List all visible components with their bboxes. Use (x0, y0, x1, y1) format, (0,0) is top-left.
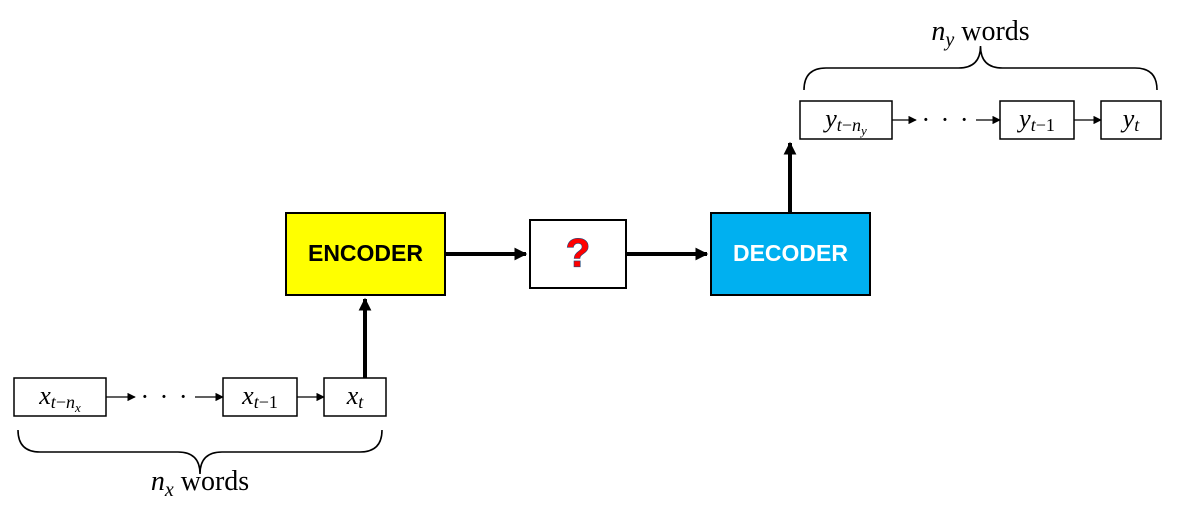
encoder-block: ENCODER (286, 213, 445, 295)
y-sequence: yt−nyyt−1yt· · · (800, 101, 1161, 139)
decoder-label: DECODER (733, 240, 848, 266)
y-brace (804, 46, 1157, 90)
question-block: ? (530, 220, 626, 288)
question-label: ? (566, 232, 590, 276)
decoder-block: DECODER (711, 213, 870, 295)
y-dots: · · · (922, 105, 971, 134)
x-dots: · · · (141, 382, 190, 411)
x-sequence: xt−nxxt−1xt· · · (14, 378, 386, 416)
x-words-label: nx words (151, 466, 249, 501)
encoder-label: ENCODER (308, 240, 423, 266)
y-words-label: ny words (931, 16, 1029, 51)
